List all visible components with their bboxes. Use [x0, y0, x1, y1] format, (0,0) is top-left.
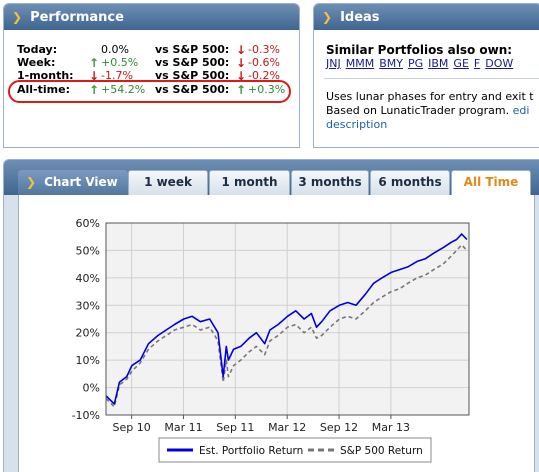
y-tick-label: 50%	[76, 244, 100, 257]
row-label: All-time:	[17, 83, 70, 96]
row-value: 0.0%	[101, 43, 129, 56]
sp500-value: -0.2%	[248, 69, 280, 82]
ticker-link[interactable]: IBM	[428, 57, 449, 70]
legend-box	[158, 437, 432, 463]
plot-border	[105, 222, 470, 416]
performance-panel: ❯ Performance Today: 0.0% vs S&P 500: ↓ -0.3…	[3, 3, 300, 148]
description-link[interactable]: description	[326, 118, 388, 131]
y-tick-label: 40%	[76, 272, 100, 285]
divider	[324, 78, 539, 79]
x-tick-label: Mar 12	[268, 421, 306, 434]
chevron-right-icon: ❯	[322, 10, 333, 24]
sp500-series-line	[105, 244, 468, 408]
portfolio-description: Uses lunar phases for entry and exit t B…	[326, 90, 539, 132]
ticker-link[interactable]: DOW	[485, 57, 514, 70]
performance-header: ❯ Performance	[4, 4, 299, 30]
chart-area: 60% 50% 40% 30% 20% 10% 0% -10% Sep 10 Mar 11 Sep …	[18, 195, 535, 472]
ideas-title: Ideas	[340, 9, 380, 25]
vs-sp500-label: vs S&P 500:	[155, 69, 230, 82]
x-tick-label: Sep 10	[113, 421, 151, 434]
arrow-down-icon: ↓	[236, 56, 247, 70]
y-tick-label: 60%	[76, 217, 100, 230]
description-line-2: Based on LunaticTrader program. edi	[326, 104, 539, 118]
performance-row: All-time: ↑ +54.2% vs S&P 500: ↑ +0.3%	[17, 83, 297, 97]
row-value: +54.2%	[101, 83, 146, 96]
chart-view-label: Chart View	[44, 175, 118, 189]
ideas-panel: ❯ Ideas Similar Portfolios also own: JNJ…	[313, 3, 539, 148]
arrow-down-icon: ↓	[236, 43, 247, 57]
row-value: +0.5%	[101, 56, 139, 69]
performance-row: 1-month: ↓ -1.7% vs S&P 500: ↓ -0.2%	[17, 69, 297, 83]
arrow-up-icon: ↑	[89, 56, 100, 70]
performance-row: Today: 0.0% vs S&P 500: ↓ -0.3%	[17, 43, 297, 57]
description-line-1: Uses lunar phases for entry and exit t	[326, 90, 534, 103]
similar-portfolios-heading: Similar Portfolios also own:	[326, 43, 513, 57]
chart-tab-bar: ❯ Chart View 1 week 1 month 3 months 6 month…	[4, 160, 539, 196]
arrow-up-icon: ↑	[236, 83, 247, 97]
y-tick-label: 30%	[76, 299, 100, 312]
tab-1-week[interactable]: 1 week	[128, 170, 208, 195]
ticker-link[interactable]: GE	[453, 57, 469, 70]
row-label: Today:	[17, 43, 58, 56]
all-time-highlight	[8, 80, 291, 103]
tab-1-month[interactable]: 1 month	[209, 170, 290, 195]
x-tick-label: Mar 11	[164, 421, 202, 434]
row-value: -1.7%	[101, 69, 133, 82]
chevron-right-icon: ❯	[26, 175, 37, 189]
ideas-header: ❯ Ideas	[314, 4, 539, 30]
arrow-up-icon: ↑	[89, 83, 100, 97]
x-tick-label: Sep 12	[320, 421, 358, 434]
description-text: Based on LunaticTrader program.	[326, 104, 513, 117]
chevron-right-icon: ❯	[12, 10, 23, 24]
ticker-link[interactable]: MMM	[345, 57, 375, 70]
tab-all-time[interactable]: All Time	[451, 170, 531, 196]
legend-label: S&P 500 Return	[340, 445, 423, 457]
chart-view-panel: ❯ Chart View 1 week 1 month 3 months 6 month…	[3, 159, 539, 472]
y-tick-label: -10%	[72, 409, 100, 422]
arrow-down-icon: ↓	[236, 69, 247, 83]
row-label: 1-month:	[17, 69, 74, 82]
sp500-value: -0.6%	[248, 56, 280, 69]
performance-title: Performance	[30, 9, 124, 25]
x-tick-label: Sep 11	[216, 421, 254, 434]
ticker-link[interactable]: F	[473, 57, 481, 70]
row-label: Week:	[17, 56, 56, 69]
sp500-value: +0.3%	[248, 83, 286, 96]
vs-sp500-label: vs S&P 500:	[155, 43, 230, 56]
ticker-links: JNJ MMM BMY PG IBM GE F DOW	[326, 57, 518, 70]
ticker-link[interactable]: JNJ	[326, 57, 341, 70]
y-tick-label: 0%	[83, 382, 100, 395]
tab-6-months[interactable]: 6 months	[370, 170, 450, 195]
performance-chart: 60% 50% 40% 30% 20% 10% 0% -10% Sep 10 Mar 11 Sep …	[72, 217, 470, 463]
y-tick-label: 10%	[76, 354, 100, 367]
legend-label: Est. Portfolio Return	[199, 445, 303, 457]
ticker-link[interactable]: PG	[407, 57, 424, 70]
ticker-link[interactable]: BMY	[379, 57, 403, 70]
y-tick-label: 20%	[76, 327, 100, 340]
tab-3-months[interactable]: 3 months	[291, 170, 369, 195]
vs-sp500-label: vs S&P 500:	[155, 83, 230, 96]
chart-view-title: ❯ Chart View	[18, 170, 128, 195]
sp500-value: -0.3%	[248, 43, 280, 56]
portfolio-series-line	[105, 233, 468, 405]
performance-row: Week: ↑ +0.5% vs S&P 500: ↓ -0.6%	[17, 56, 297, 70]
edit-link[interactable]: edi	[512, 104, 530, 117]
vs-sp500-label: vs S&P 500:	[155, 56, 230, 69]
arrow-down-icon: ↓	[89, 69, 100, 83]
x-tick-label: Mar 13	[372, 421, 410, 434]
